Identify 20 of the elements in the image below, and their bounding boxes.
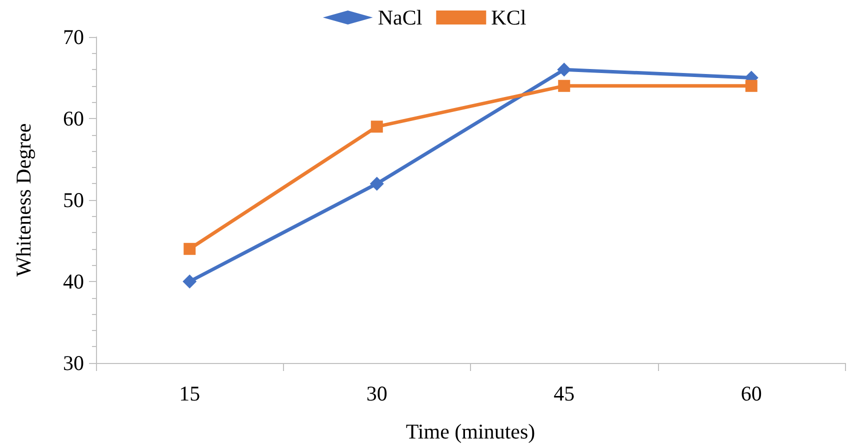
y-tick-label: 50: [63, 188, 84, 212]
point: [184, 242, 196, 255]
y-tick-label: 60: [63, 106, 84, 130]
x-tick-label: 30: [366, 382, 388, 406]
point: [182, 274, 197, 288]
point: [557, 62, 572, 77]
legend-label: NaCl: [378, 6, 422, 30]
y-tick-label: 70: [63, 25, 84, 49]
point: [558, 80, 570, 92]
y-tick-label: 30: [63, 351, 84, 375]
y-axis-title: Whiteness Degree: [12, 123, 36, 277]
point: [370, 120, 383, 133]
x-tick-label: 45: [554, 382, 575, 406]
x-axis-title: Time (minutes): [406, 420, 536, 444]
y-tick-label: 40: [63, 270, 84, 294]
x-tick-label: 15: [179, 382, 200, 406]
x-tick-label: 60: [740, 382, 762, 406]
legend-label: KCl: [491, 6, 526, 30]
point: [370, 176, 384, 191]
point: [745, 80, 758, 92]
